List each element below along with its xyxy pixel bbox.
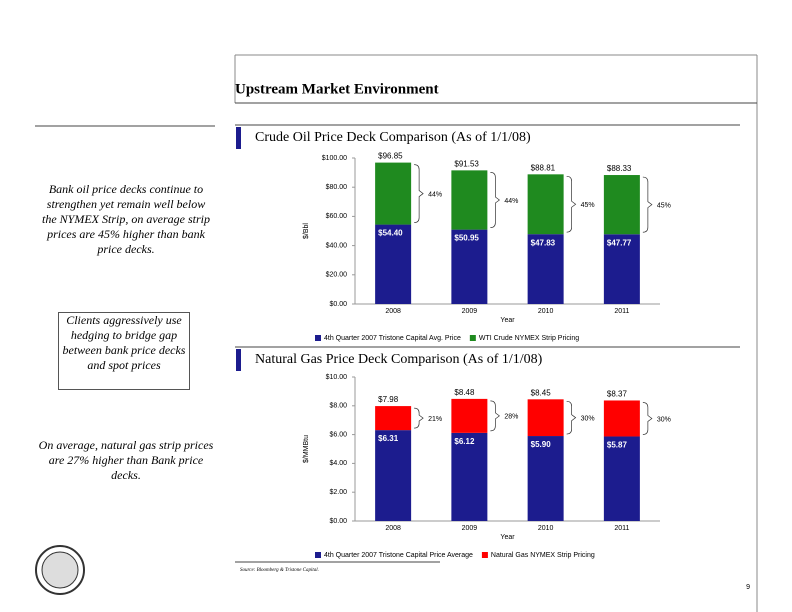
- bar-segment: [375, 224, 412, 304]
- total-label: $8.45: [531, 388, 552, 397]
- total-label: $91.53: [454, 159, 479, 168]
- y-tick-label: $0.00: [329, 518, 347, 525]
- y-tick-label: $100.00: [322, 155, 347, 162]
- bar-segment: [527, 436, 564, 521]
- total-label: $7.98: [378, 395, 399, 404]
- legend-swatch: [315, 552, 321, 558]
- value-label: $5.87: [607, 441, 628, 450]
- legend-label: WTI Crude NYMEX Strip Pricing: [479, 335, 579, 342]
- bar-segment: [527, 174, 564, 235]
- x-tick-label: 2008: [385, 525, 401, 532]
- premium-label: 45%: [581, 202, 595, 209]
- bracket: [490, 172, 500, 228]
- x-tick-label: 2009: [462, 308, 478, 315]
- y-axis-label: $/MMBtu: [303, 435, 310, 463]
- total-label: $8.48: [454, 388, 475, 397]
- bar-segment: [375, 430, 412, 521]
- premium-label: 45%: [657, 202, 671, 209]
- bar-segment: [527, 234, 564, 304]
- y-tick-label: $0.00: [329, 301, 347, 308]
- bar-segment: [451, 398, 488, 433]
- bracket: [566, 400, 577, 435]
- bar-segment: [603, 400, 640, 437]
- bracket: [414, 164, 424, 223]
- note-box: Clients aggressively use hedging to brid…: [58, 312, 190, 390]
- bracket: [566, 175, 577, 233]
- bar-segment: [451, 229, 488, 304]
- logo: [35, 545, 85, 595]
- bar-segment: [375, 162, 412, 225]
- y-tick-label: $6.00: [329, 431, 347, 438]
- premium-label: 30%: [581, 416, 595, 423]
- title-bar: [236, 127, 241, 149]
- total-label: $88.81: [531, 163, 556, 172]
- premium-label: 21%: [428, 416, 442, 423]
- premium-label: 44%: [428, 191, 442, 198]
- bracket: [414, 407, 424, 429]
- legend-label: 4th Quarter 2007 Tristone Capital Price …: [324, 552, 473, 559]
- total-label: $8.37: [607, 390, 628, 399]
- x-axis-label: Year: [500, 317, 515, 324]
- legend-label: 4th Quarter 2007 Tristone Capital Avg. P…: [324, 335, 461, 342]
- value-label: $54.40: [378, 229, 403, 238]
- bar-segment: [451, 432, 488, 521]
- premium-label: 44%: [504, 198, 518, 205]
- value-label: $50.95: [454, 234, 479, 243]
- total-label: $96.85: [378, 152, 403, 161]
- value-label: $47.77: [607, 238, 632, 247]
- x-tick-label: 2010: [538, 525, 554, 532]
- y-tick-label: $8.00: [329, 403, 347, 410]
- slide-title: Upstream Market Environment: [235, 81, 439, 97]
- title-bar: [236, 349, 241, 371]
- x-tick-label: 2009: [462, 525, 478, 532]
- x-tick-label: 2011: [614, 525, 629, 532]
- y-tick-label: $40.00: [326, 242, 348, 249]
- bracket: [490, 400, 500, 432]
- chart-title: Crude Oil Price Deck Comparison (As of 1…: [255, 130, 531, 145]
- legend-label: Natural Gas NYMEX Strip Pricing: [491, 552, 595, 559]
- value-label: $5.90: [531, 440, 552, 449]
- bar-segment: [603, 175, 640, 235]
- y-tick-label: $2.00: [329, 489, 347, 496]
- bar-segment: [527, 399, 564, 437]
- y-axis-label: $/Bbl: [303, 223, 310, 239]
- legend-swatch: [469, 335, 476, 341]
- x-tick-label: 2010: [538, 308, 554, 315]
- chart-title: Natural Gas Price Deck Comparison (As of…: [255, 352, 543, 367]
- bracket: [642, 176, 653, 233]
- logo: [41, 551, 79, 589]
- bar-segment: [375, 406, 412, 431]
- x-tick-label: 2008: [385, 308, 401, 315]
- y-tick-label: $20.00: [326, 272, 348, 279]
- bracket: [642, 402, 653, 435]
- bar-segment: [451, 170, 488, 230]
- page-number: 9: [746, 584, 750, 591]
- premium-label: 30%: [657, 416, 671, 423]
- y-tick-label: $10.00: [326, 374, 348, 381]
- bar-segment: [603, 234, 640, 304]
- legend-swatch: [315, 335, 321, 341]
- note: Bank oil price decks continue to strengt…: [42, 182, 210, 256]
- y-tick-label: $4.00: [329, 460, 347, 467]
- premium-label: 28%: [504, 414, 518, 421]
- total-label: $88.33: [607, 164, 632, 173]
- note: On average, natural gas strip prices are…: [38, 438, 214, 482]
- value-label: $47.83: [531, 238, 556, 247]
- source: Source: Bloomberg & Tristone Capital.: [240, 568, 319, 573]
- y-tick-label: $80.00: [326, 184, 348, 191]
- x-tick-label: 2011: [614, 308, 629, 315]
- x-axis-label: Year: [500, 534, 515, 541]
- legend-swatch: [481, 552, 488, 558]
- y-tick-label: $60.00: [326, 213, 348, 220]
- value-label: $6.12: [454, 437, 475, 446]
- value-label: $6.31: [378, 434, 399, 443]
- bar-segment: [603, 436, 640, 521]
